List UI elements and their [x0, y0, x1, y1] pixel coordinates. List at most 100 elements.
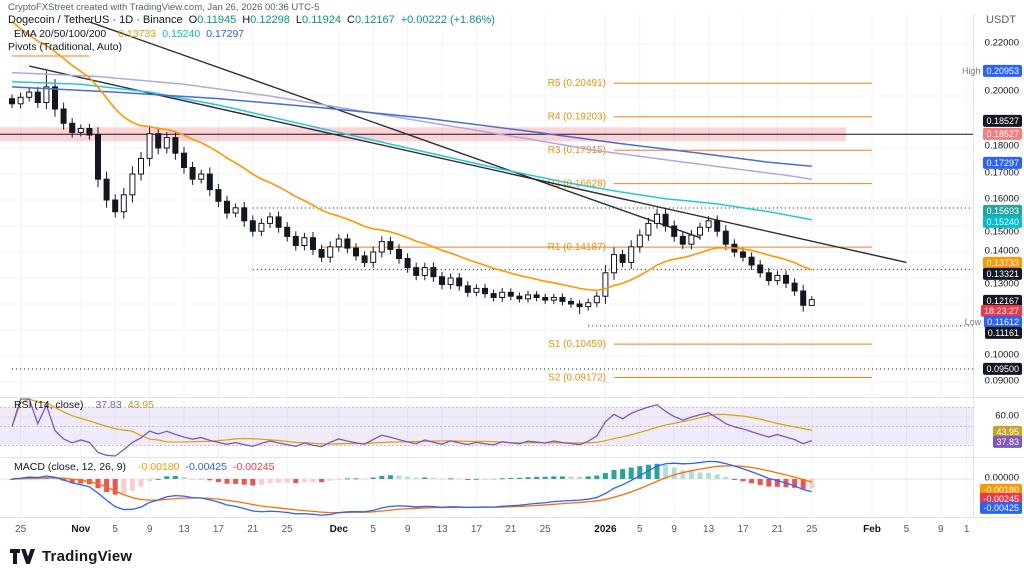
- candle[interactable]: [232, 207, 239, 214]
- candle[interactable]: [439, 276, 445, 286]
- candle[interactable]: [748, 256, 755, 266]
- candle[interactable]: [120, 194, 127, 213]
- candle[interactable]: [447, 277, 454, 285]
- macd-histogram[interactable]: [9, 463, 815, 495]
- candle[interactable]: [344, 238, 351, 249]
- candle[interactable]: [490, 293, 497, 299]
- symbol-legend[interactable]: Dogecoin / TetherUS · 1D · Binance O0.119…: [8, 14, 495, 26]
- candle[interactable]: [43, 86, 50, 104]
- candle[interactable]: [318, 248, 325, 258]
- candle[interactable]: [396, 248, 402, 259]
- candle[interactable]: [60, 108, 67, 124]
- candle[interactable]: [103, 178, 110, 201]
- candle[interactable]: [353, 247, 359, 257]
- candle[interactable]: [765, 272, 772, 282]
- candle[interactable]: [146, 133, 153, 159]
- candle[interactable]: [464, 285, 471, 293]
- rsi-ma-line[interactable]: [11, 398, 812, 445]
- candle[interactable]: [258, 222, 265, 232]
- macd-line[interactable]: [11, 460, 812, 516]
- candle[interactable]: [482, 287, 488, 295]
- candle[interactable]: [241, 207, 248, 222]
- candle[interactable]: [619, 254, 626, 263]
- candle[interactable]: [129, 173, 136, 196]
- candle[interactable]: [611, 254, 617, 274]
- macd-legend[interactable]: MACD (close, 12, 26, 9) -0.00180 -0.00425-…: [8, 461, 274, 473]
- candle[interactable]: [714, 220, 721, 232]
- candle[interactable]: [542, 297, 549, 301]
- tradingview-logo[interactable]: TradingView: [10, 548, 132, 565]
- candle[interactable]: [387, 241, 394, 250]
- candle[interactable]: [568, 300, 574, 305]
- candles[interactable]: [9, 71, 815, 315]
- ema-200-line[interactable]: [11, 86, 812, 167]
- candle[interactable]: [95, 134, 101, 180]
- candle[interactable]: [430, 267, 437, 278]
- candle[interactable]: [499, 291, 506, 298]
- level-lines[interactable]: [12, 207, 973, 370]
- candle[interactable]: [645, 222, 652, 236]
- candle[interactable]: [679, 235, 686, 245]
- candle[interactable]: [800, 290, 807, 306]
- candle[interactable]: [636, 234, 643, 248]
- candle[interactable]: [688, 234, 695, 245]
- ema-50-line[interactable]: [11, 71, 812, 180]
- candle[interactable]: [163, 137, 170, 149]
- candle[interactable]: [654, 213, 660, 224]
- rsi-legend[interactable]: RSI (14, close) 37.83 43.95: [8, 399, 154, 411]
- candle[interactable]: [705, 220, 712, 228]
- candle[interactable]: [662, 213, 669, 227]
- candle[interactable]: [292, 235, 299, 246]
- candle[interactable]: [215, 189, 222, 202]
- candle[interactable]: [52, 86, 58, 110]
- candle[interactable]: [249, 220, 256, 232]
- time-axis[interactable]: 25 Nov 5 9 13 17 21 25 Dec 5 9 13 17 21 25 2026 5 9 13 17 21…: [0, 520, 973, 540]
- candle[interactable]: [628, 246, 635, 263]
- trend-lines[interactable]: [29, 21, 907, 264]
- candle[interactable]: [559, 297, 566, 302]
- candle[interactable]: [585, 302, 592, 308]
- candle[interactable]: [198, 173, 205, 180]
- candle[interactable]: [267, 216, 273, 224]
- candle[interactable]: [671, 225, 678, 237]
- candle[interactable]: [576, 303, 583, 308]
- candle[interactable]: [181, 152, 187, 168]
- candle[interactable]: [456, 277, 463, 287]
- candle[interactable]: [34, 91, 41, 103]
- candle[interactable]: [224, 200, 230, 214]
- candle[interactable]: [378, 241, 385, 253]
- candle[interactable]: [155, 133, 162, 149]
- ema-legend[interactable]: EMA 20/50/100/200 0.13733 0.15240 0.17297: [8, 28, 244, 40]
- candle[interactable]: [593, 295, 600, 304]
- candle[interactable]: [69, 122, 76, 133]
- candle[interactable]: [550, 297, 557, 301]
- candle[interactable]: [327, 246, 334, 258]
- candle[interactable]: [26, 91, 33, 98]
- candle[interactable]: [301, 237, 308, 246]
- candle[interactable]: [284, 226, 291, 237]
- candle[interactable]: [507, 291, 514, 297]
- candle[interactable]: [533, 294, 540, 298]
- candle[interactable]: [9, 98, 15, 105]
- candle[interactable]: [516, 295, 523, 300]
- rsi-line[interactable]: [11, 398, 813, 457]
- candle[interactable]: [525, 294, 531, 300]
- candle[interactable]: [361, 255, 368, 263]
- candle[interactable]: [138, 157, 144, 175]
- candle[interactable]: [17, 96, 24, 105]
- candle[interactable]: [473, 287, 480, 293]
- candle[interactable]: [413, 267, 420, 276]
- candle[interactable]: [740, 251, 746, 258]
- candle[interactable]: [757, 264, 764, 274]
- candle[interactable]: [189, 167, 196, 180]
- ema-20-line[interactable]: [11, 20, 813, 292]
- candle[interactable]: [791, 282, 798, 292]
- candle[interactable]: [206, 173, 213, 191]
- candle[interactable]: [112, 199, 119, 213]
- candle[interactable]: [370, 251, 377, 263]
- pivots-legend[interactable]: Pivots (Traditional, Auto): [8, 41, 122, 53]
- resistance-zone[interactable]: [0, 127, 973, 142]
- candle[interactable]: [310, 237, 316, 250]
- candle[interactable]: [783, 274, 789, 284]
